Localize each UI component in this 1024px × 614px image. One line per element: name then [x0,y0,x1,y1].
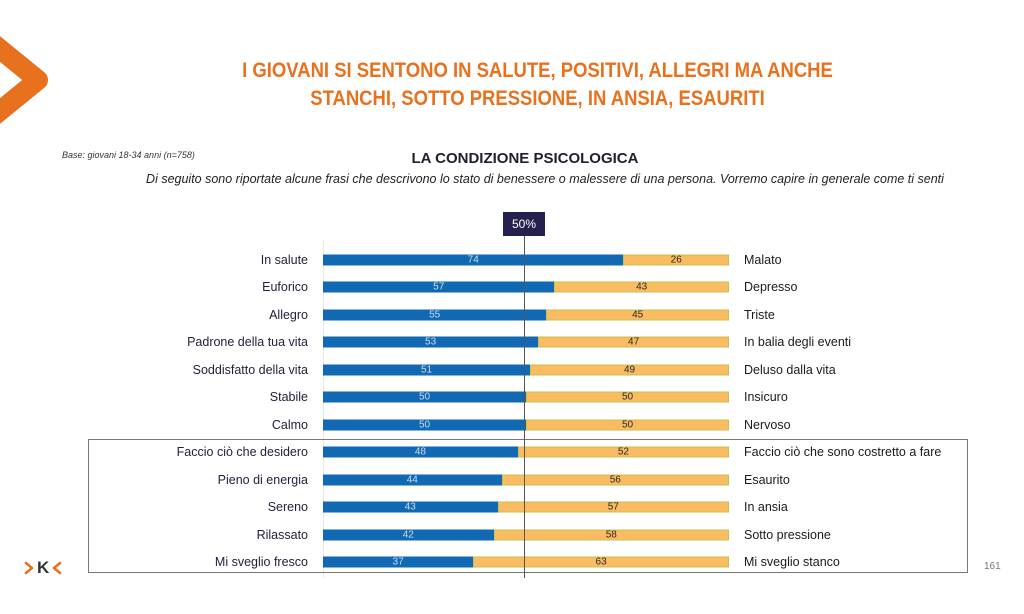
data-label-positive: 53 [425,336,437,348]
data-label-negative: 26 [670,254,682,266]
chart-subtitle: Di seguito sono riportate alcune frasi c… [146,172,944,186]
bar-negative: 50 [526,391,729,403]
bar-positive: 74 [323,254,624,266]
data-label-negative: 50 [621,419,634,431]
data-label-positive: 50 [418,419,431,431]
category-label-left: Calmo [271,417,308,432]
data-label-positive: 48 [414,446,426,458]
logo-chevron-left-icon [52,561,62,575]
bar-positive: 51 [323,364,531,376]
page-title-line-2: STANCHI, SOTTO PRESSIONE, IN ANSIA, ESAU… [310,87,765,110]
category-label-right: In ansia [744,500,788,515]
bar-positive: 53 [323,336,539,348]
bar-positive: 42 [323,529,494,540]
data-label-positive: 43 [404,501,416,513]
category-label-left: Stabile [269,390,308,405]
data-label-positive: 44 [406,474,418,486]
category-label-right: Sotto pressione [744,527,831,542]
logo-letter: K [37,558,50,577]
brand-chevron-icon [0,36,48,124]
chart-title: LA CONDIZIONE PSICOLOGICA [411,150,639,167]
data-label-negative: 49 [623,364,636,376]
bar-positive: 50 [323,391,526,403]
base-note: Base: giovani 18-34 anni (n=758) [62,150,195,160]
data-label-negative: 57 [607,501,619,513]
data-label-negative: 56 [609,474,621,486]
bar-negative: 49 [530,364,729,376]
data-label-positive: 51 [420,364,433,376]
data-label-positive: 57 [433,281,445,293]
bar-positive: 50 [323,419,526,431]
page-title: I GIOVANI SI SENTONO IN SALUTE, POSITIVI… [197,57,879,113]
bar-negative: 52 [517,446,729,458]
category-label-right: Esaurito [744,472,790,487]
data-label-negative: 52 [617,446,629,458]
bar-positive: 44 [323,474,502,486]
category-label-left: In salute [260,253,308,267]
category-label-right: Deluso dalla vita [744,362,836,377]
bar-negative: 63 [473,556,729,568]
bar-negative: 57 [497,501,729,513]
bar-negative: 43 [554,281,729,293]
category-label-left: Padrone della tua vita [187,335,308,350]
bar-negative: 50 [526,419,729,431]
bar-positive: 37 [323,556,474,568]
bar-positive: 48 [323,446,518,458]
category-label-left: Sereno [267,500,308,515]
data-label-negative: 50 [621,391,634,403]
category-label-right: Malato [744,253,782,267]
category-label-right: Triste [744,307,775,322]
category-label-right: Mi sveglio stanco [744,554,840,569]
bar-negative: 45 [546,309,729,321]
highlight-box [88,439,968,573]
bar-negative: 58 [493,529,729,540]
category-label-left: Soddisfatto della vita [192,362,308,377]
bar-positive: 55 [323,309,547,321]
logo-chevron-right-icon [24,561,34,575]
data-label-negative: 43 [636,281,648,293]
category-label-left: Rilassato [256,527,308,542]
data-label-positive: 50 [418,391,431,403]
category-label-left: Pieno di energia [217,472,308,487]
left-axis-line [323,240,324,578]
data-label-positive: 42 [402,529,414,540]
data-label-negative: 58 [605,529,617,540]
category-label-left: Mi sveglio fresco [214,554,308,569]
reference-line-50 [524,236,525,578]
category-label-left: Allegro [269,307,308,322]
data-label-negative: 45 [632,309,644,321]
category-label-right: In balia degli eventi [744,335,852,350]
company-logo: K [24,558,62,578]
category-label-right: Insicuro [744,390,788,405]
bar-negative: 47 [538,336,729,348]
category-label-right: Faccio ciò che sono costretto a fare [744,445,942,460]
bar-positive: 57 [323,281,555,293]
category-label-left: Euforico [262,280,308,295]
reference-marker-label: 50% [503,212,545,236]
data-label-positive: 37 [392,556,404,568]
category-label-left: Faccio ciò che desidero [176,445,308,460]
bar-negative: 26 [623,254,729,266]
data-label-negative: 63 [595,556,607,568]
page-number: 161 [984,561,1001,572]
data-label-positive: 74 [467,254,479,266]
category-label-right: Nervoso [744,417,791,432]
bar-positive: 43 [323,501,498,513]
category-label-right: Depresso [744,280,798,295]
bar-negative: 56 [501,474,729,486]
data-label-negative: 47 [628,336,640,348]
data-label-positive: 55 [429,309,441,321]
page-title-line-1: I GIOVANI SI SENTONO IN SALUTE, POSITIVI… [242,59,833,82]
